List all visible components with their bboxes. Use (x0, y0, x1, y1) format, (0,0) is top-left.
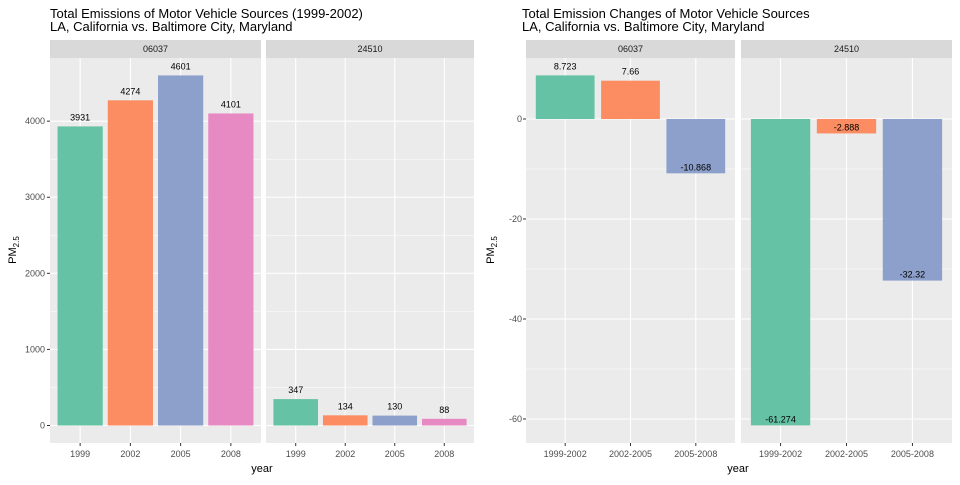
bar (322, 415, 368, 426)
facet-strip (266, 40, 474, 58)
bar (535, 75, 595, 119)
data-label: 88 (439, 405, 449, 415)
x-tick-label: 2005-2008 (674, 449, 717, 459)
chart-title: Total Emissions of Motor Vehicle Sources… (50, 6, 363, 21)
data-label: 134 (338, 401, 353, 411)
data-label: 7.66 (622, 67, 640, 77)
facet-strip-label: 24510 (834, 44, 859, 54)
data-label: 8.723 (554, 61, 577, 71)
x-tick-label: 2002 (120, 449, 140, 459)
facet-strip-label: 06037 (143, 44, 168, 54)
x-tick-label: 2002 (335, 449, 355, 459)
x-axis-label: year (727, 463, 749, 475)
bar (107, 100, 153, 426)
y-tick-label: 0 (517, 114, 522, 124)
x-tick-label: 2005 (385, 449, 405, 459)
data-label: -10.868 (681, 162, 712, 172)
facet-strip (50, 40, 261, 58)
facet-strip (526, 40, 735, 58)
bar (57, 126, 103, 426)
chart-right: Total Emission Changes of Motor Vehicle … (485, 6, 952, 475)
x-axis-label: year (251, 463, 273, 475)
chart-subtitle: LA, California vs. Baltimore City, Maryl… (50, 19, 293, 34)
x-tick-label: 2008 (434, 449, 454, 459)
y-axis-label: PM2.5 (485, 236, 499, 264)
data-label: 347 (288, 385, 303, 395)
y-axis-label-main: PM (7, 247, 19, 264)
data-label: 3931 (70, 112, 90, 122)
y-axis-label-subscript: 2.5 (12, 236, 21, 248)
chart-subtitle: LA, California vs. Baltimore City, Maryl… (522, 19, 765, 34)
x-tick-label: 2002-2005 (825, 449, 868, 459)
y-tick-label: -20 (509, 214, 522, 224)
data-label: 130 (387, 402, 402, 412)
y-tick-label: 4000 (25, 116, 45, 126)
panel-background (266, 58, 474, 443)
y-tick-label: -40 (509, 314, 522, 324)
data-label: -2.888 (834, 122, 860, 132)
bar (882, 119, 943, 281)
bar (372, 415, 418, 426)
facet-strip (741, 40, 952, 58)
chart-left: Total Emissions of Motor Vehicle Sources… (7, 6, 474, 475)
y-tick-label: -60 (509, 414, 522, 424)
bar (601, 80, 660, 119)
x-tick-label: 1999 (70, 449, 90, 459)
data-label: 4101 (221, 99, 241, 109)
y-tick-label: 0 (40, 421, 45, 431)
x-tick-label: 2008 (221, 449, 241, 459)
bar (750, 119, 811, 426)
y-axis-label-subscript: 2.5 (490, 236, 499, 248)
x-tick-label: 2002-2005 (609, 449, 652, 459)
facet-strip-label: 24510 (357, 44, 382, 54)
bar (273, 399, 318, 426)
x-tick-label: 1999-2002 (759, 449, 802, 459)
data-label: -61.274 (765, 414, 796, 424)
x-tick-label: 1999 (286, 449, 306, 459)
data-label: 4274 (120, 86, 140, 96)
bar (208, 113, 254, 426)
facet-strip-label: 06037 (618, 44, 643, 54)
y-tick-label: 1000 (25, 344, 45, 354)
x-tick-label: 1999-2002 (544, 449, 587, 459)
y-tick-label: 3000 (25, 192, 45, 202)
data-label: 4601 (171, 61, 191, 71)
y-tick-label: 2000 (25, 268, 45, 278)
data-label: -32.32 (900, 270, 926, 280)
bar (816, 119, 877, 134)
bar (422, 418, 467, 426)
y-axis-label: PM2.5 (7, 236, 21, 264)
bar (666, 119, 726, 174)
x-tick-label: 2005 (171, 449, 191, 459)
chart-title: Total Emission Changes of Motor Vehicle … (522, 6, 810, 21)
x-tick-label: 2005-2008 (891, 449, 934, 459)
y-axis-label-main: PM (485, 247, 497, 264)
bar (158, 75, 204, 426)
